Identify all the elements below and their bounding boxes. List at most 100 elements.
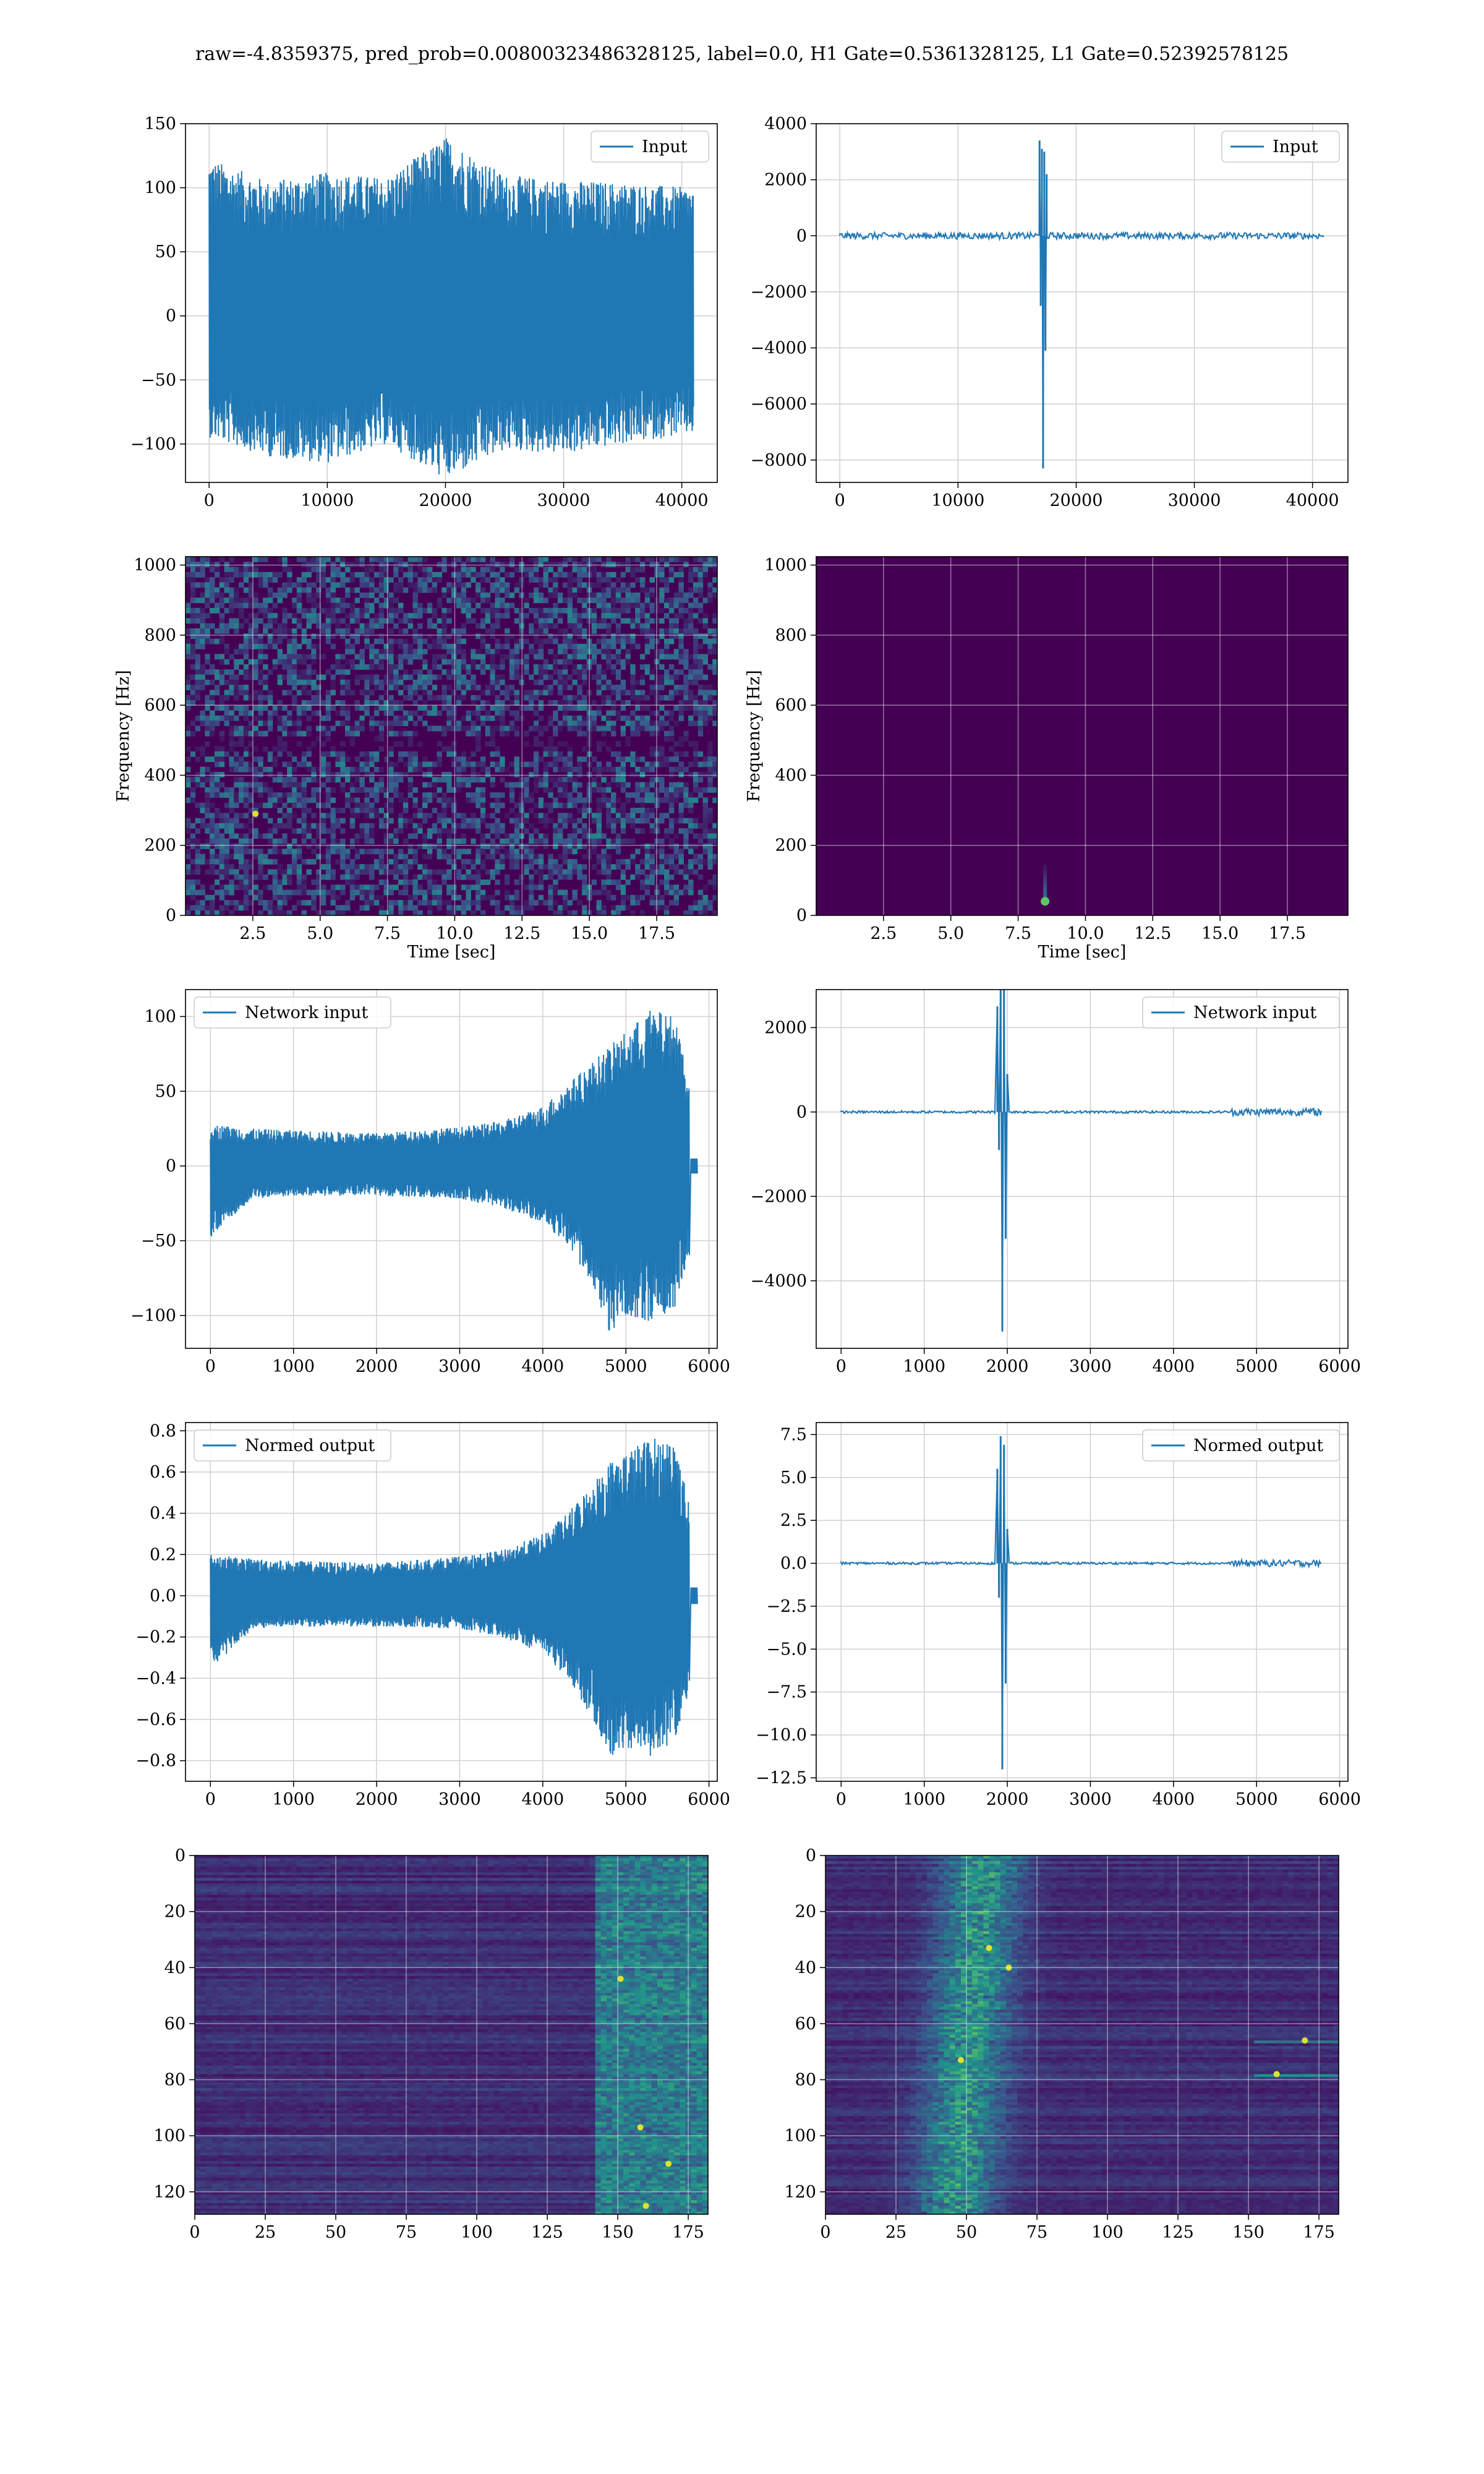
heatmap-cell xyxy=(306,587,312,593)
heatmap-cell xyxy=(296,869,302,875)
heatmap-cell xyxy=(364,710,370,716)
heatmap-cell xyxy=(543,844,548,849)
heatmap-cell xyxy=(654,664,660,670)
heatmap-cell xyxy=(248,874,254,880)
heatmap-cell xyxy=(514,818,520,824)
heatmap-cell xyxy=(688,741,694,747)
heatmap-cell xyxy=(697,751,704,757)
heatmap-cell xyxy=(495,823,500,829)
heatmap-cell xyxy=(287,782,292,788)
heatmap-cell xyxy=(330,587,336,593)
x-tick-label: 12.5 xyxy=(503,924,540,943)
heatmap-cell xyxy=(533,854,539,860)
heatmap-cell xyxy=(683,597,689,604)
heatmap-cell xyxy=(234,715,239,721)
heatmap-cell xyxy=(567,623,573,629)
heatmap-cell xyxy=(495,571,500,578)
heatmap-cell xyxy=(456,869,462,875)
heatmap-cell xyxy=(586,557,592,562)
heatmap-cell xyxy=(611,905,616,911)
heatmap-cell xyxy=(448,1856,455,1859)
heatmap-cell xyxy=(287,869,292,875)
heatmap-cell xyxy=(611,766,616,773)
heatmap-cell xyxy=(490,741,495,747)
heatmap-cell xyxy=(210,782,215,788)
heatmap-cell xyxy=(383,562,389,568)
heatmap-cell xyxy=(388,746,394,752)
heatmap-cell xyxy=(644,695,650,701)
heatmap-cell xyxy=(572,838,578,844)
heatmap-cell xyxy=(480,643,486,649)
heatmap-cell xyxy=(427,828,433,834)
heatmap-cell xyxy=(644,587,650,593)
heatmap-cell xyxy=(403,869,409,875)
heatmap-cell xyxy=(539,1856,545,1859)
heatmap-cell xyxy=(480,849,486,855)
heatmap-cell xyxy=(649,751,655,757)
heatmap-cell xyxy=(461,858,467,865)
heatmap-cell xyxy=(386,1856,393,1859)
heatmap-cell xyxy=(393,669,399,675)
heatmap-cell xyxy=(480,571,486,578)
plot-area xyxy=(816,1423,1348,1781)
heatmap-cell xyxy=(320,818,326,824)
heatmap-cell xyxy=(432,705,438,711)
heatmap-cell xyxy=(529,833,534,839)
heatmap-cell xyxy=(282,623,288,629)
heatmap-cell xyxy=(311,880,317,885)
heatmap-cell xyxy=(601,577,607,583)
heatmap-cell xyxy=(562,597,568,604)
heatmap-cell xyxy=(639,818,646,824)
heatmap-cell xyxy=(533,654,539,660)
heatmap-cell xyxy=(712,690,717,696)
heatmap-cell xyxy=(659,900,665,906)
heatmap-cell xyxy=(707,695,713,701)
heatmap-cell xyxy=(558,628,563,634)
heatmap-cell xyxy=(586,643,592,649)
heatmap-cell xyxy=(490,777,495,783)
heatmap-cell xyxy=(239,833,244,839)
heatmap-cell xyxy=(417,674,423,680)
heatmap-cell xyxy=(509,905,515,911)
heatmap-cell xyxy=(654,571,660,578)
heatmap-cell xyxy=(214,910,220,915)
heatmap-cell xyxy=(306,597,312,604)
heatmap-cell xyxy=(345,643,351,649)
heatmap-cell xyxy=(359,808,365,813)
heatmap-cell xyxy=(482,1856,488,1859)
heatmap-cell xyxy=(601,571,607,578)
heatmap-cell xyxy=(205,787,210,793)
heatmap-cell xyxy=(664,654,670,660)
heatmap-cell xyxy=(229,674,234,680)
heatmap-cell xyxy=(186,685,191,691)
heatmap-cell xyxy=(683,910,689,915)
heatmap-cell xyxy=(325,869,331,875)
heatmap-cell xyxy=(335,844,341,849)
heatmap-cell xyxy=(287,813,292,819)
heatmap-cell xyxy=(625,858,631,865)
heatmap-cell xyxy=(345,638,351,644)
heatmap-cell xyxy=(316,654,322,660)
heatmap-cell xyxy=(253,659,258,665)
heatmap-cell xyxy=(664,828,670,834)
y-tick-label: −12.5 xyxy=(756,1768,807,1787)
heatmap-cell xyxy=(190,613,196,619)
heatmap-cell xyxy=(292,659,297,665)
heatmap-cell xyxy=(437,674,442,680)
heatmap-cell xyxy=(219,813,225,819)
heatmap-cell xyxy=(702,772,708,777)
heatmap-cell xyxy=(500,802,505,808)
heatmap-cell xyxy=(224,854,229,860)
heatmap-cell xyxy=(277,838,283,844)
heatmap-cell xyxy=(388,654,394,660)
heatmap-cell xyxy=(403,823,409,829)
heatmap-cell xyxy=(273,1856,280,1859)
heatmap-cell xyxy=(258,833,263,839)
heatmap-cell xyxy=(417,910,423,915)
heatmap-cell xyxy=(664,787,670,793)
heatmap-cell xyxy=(644,884,650,891)
heatmap-cell xyxy=(432,884,438,891)
heatmap-cell xyxy=(644,797,650,803)
heatmap-cell xyxy=(707,710,713,716)
